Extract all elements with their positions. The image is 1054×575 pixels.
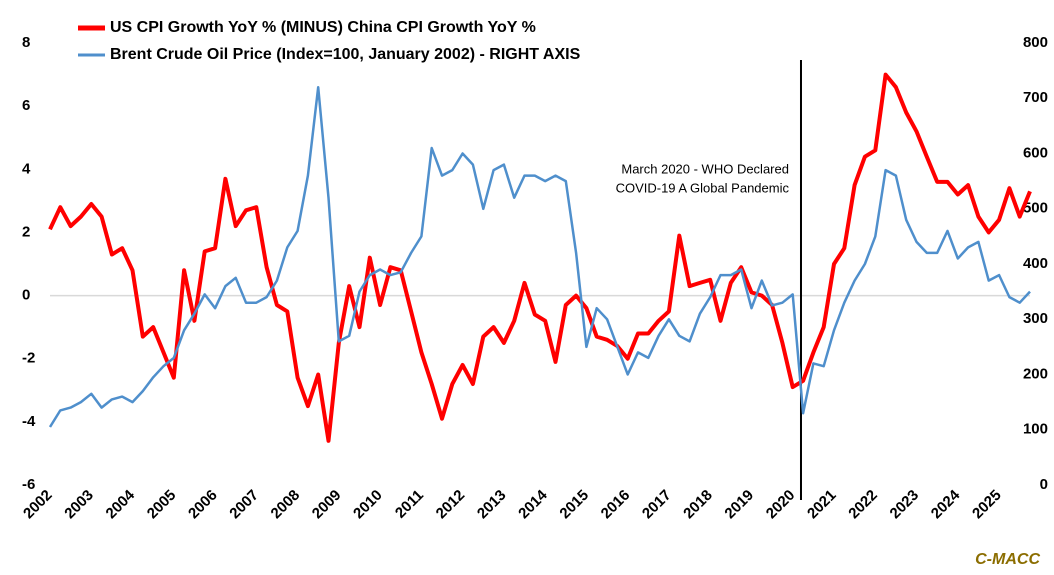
y-tick-label: -2 bbox=[22, 350, 35, 367]
y2-tick-label: 700 bbox=[1023, 89, 1048, 106]
x-tick-label: 2016 bbox=[598, 487, 634, 523]
y2-tick-label: 500 bbox=[1023, 200, 1048, 217]
y-tick-label: 4 bbox=[22, 160, 31, 177]
y-tick-label: 6 bbox=[22, 97, 30, 114]
y2-tick-label: 600 bbox=[1023, 144, 1048, 161]
x-tick-label: 2013 bbox=[474, 487, 510, 523]
x-tick-label: 2019 bbox=[721, 487, 757, 523]
y-tick-label: 0 bbox=[22, 287, 30, 304]
annotation: COVID-19 A Global Pandemic bbox=[616, 180, 790, 195]
y2-tick-label: 0 bbox=[1040, 476, 1048, 493]
x-tick-label: 2018 bbox=[680, 487, 716, 523]
x-tick-label: 2022 bbox=[845, 487, 881, 523]
x-tick-label: 2024 bbox=[928, 486, 964, 522]
x-tick-label: 2014 bbox=[515, 486, 551, 522]
y-tick-label: -6 bbox=[22, 476, 35, 493]
x-tick-label: 2023 bbox=[887, 487, 923, 523]
y2-tick-label: 400 bbox=[1023, 255, 1048, 272]
x-tick-label: 2010 bbox=[350, 487, 386, 523]
x-tick-label: 2006 bbox=[185, 487, 221, 523]
x-tick-label: 2005 bbox=[144, 487, 180, 523]
y2-tick-label: 200 bbox=[1023, 365, 1048, 382]
x-tick-label: 2025 bbox=[969, 487, 1005, 523]
x-tick-label: 2015 bbox=[556, 487, 592, 523]
x-tick-label: 2003 bbox=[61, 487, 97, 523]
x-tick-label: 2012 bbox=[433, 487, 469, 523]
y2-tick-label: 100 bbox=[1023, 421, 1048, 438]
x-tick-label: 2004 bbox=[103, 486, 139, 522]
x-tick-label: 2020 bbox=[763, 487, 799, 523]
x-tick-label: 2009 bbox=[309, 487, 345, 523]
series-line bbox=[48, 72, 1032, 443]
x-tick-label: 2007 bbox=[226, 487, 262, 523]
x-tick-label: 2017 bbox=[639, 487, 675, 523]
y2-tick-label: 300 bbox=[1023, 310, 1048, 327]
legend-label: Brent Crude Oil Price (Index=100, Januar… bbox=[110, 46, 581, 63]
y-tick-label: 2 bbox=[22, 223, 30, 240]
annotation: March 2020 - WHO Declared bbox=[621, 161, 789, 176]
x-tick-label: 2021 bbox=[804, 487, 840, 523]
legend-label: US CPI Growth YoY % (MINUS) China CPI Gr… bbox=[110, 19, 536, 36]
series-line bbox=[48, 85, 1031, 428]
y-tick-label: 8 bbox=[22, 34, 30, 51]
y2-tick-label: 800 bbox=[1023, 34, 1048, 51]
x-tick-label: 2011 bbox=[392, 487, 427, 522]
x-tick-label: 2008 bbox=[268, 487, 304, 523]
watermark: C-MACC bbox=[975, 551, 1040, 568]
y-tick-label: -4 bbox=[22, 413, 36, 430]
